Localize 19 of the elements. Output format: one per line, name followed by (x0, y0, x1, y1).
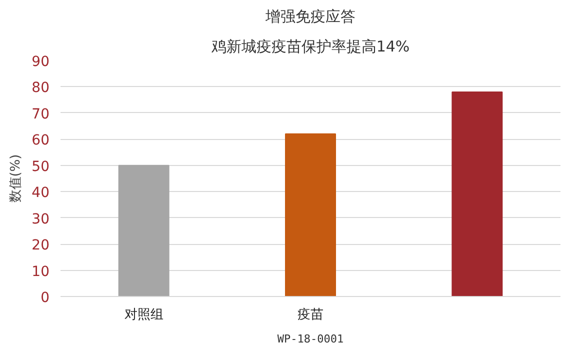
x-tick-label: 对照组 (124, 308, 164, 322)
y-tick-label: 50 (32, 158, 50, 175)
y-tick-label: 60 (32, 132, 50, 149)
y-tick-label: 40 (32, 185, 50, 202)
bar (285, 133, 336, 296)
bar (118, 164, 170, 296)
y-tick-label: 30 (32, 211, 50, 228)
y-tick-label: 80 (32, 80, 50, 96)
bar (452, 91, 503, 296)
y-axis-title: 数值(%) (8, 154, 24, 203)
chart-subtitle: 鸡新城疫疫苗保护率提高14% (210, 38, 410, 56)
x-tick-label: 疫苗 (298, 308, 324, 322)
y-tick-label: 0 (40, 290, 50, 306)
y-tick-label: 90 (32, 54, 50, 70)
y-tick-label: 20 (32, 238, 50, 254)
text: WP-18-0001 (277, 332, 344, 346)
chart-title: 增强免疫应答 (264, 8, 356, 26)
y-tick-label: 70 (32, 106, 50, 122)
y-tick-label: 10 (32, 264, 50, 280)
